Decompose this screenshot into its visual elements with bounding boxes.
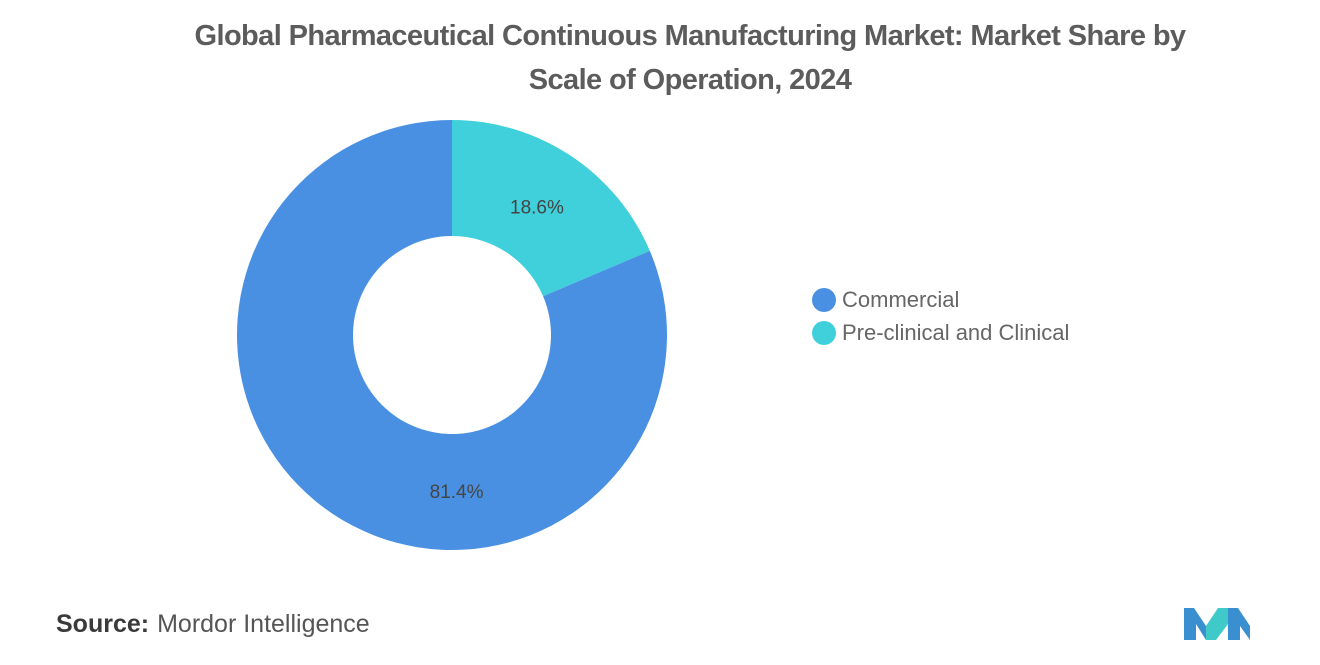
donut-slice-commercial [237, 120, 667, 550]
source-label: Source: [56, 610, 150, 638]
logo-shape-right [1228, 608, 1250, 640]
legend-label-pre-clinical: Pre-clinical and Clinical [842, 319, 1070, 345]
mordor-intelligence-logo-icon [1184, 608, 1250, 640]
legend-item-pre-clinical: Pre-clinical and Clinical [812, 316, 1069, 349]
logo-shape-middle [1206, 608, 1228, 640]
legend-swatch-pre-clinical [812, 320, 836, 345]
chart-title: Global Pharmaceutical Continuous Manufac… [60, 14, 1320, 102]
source-value: Mordor Intelligence [157, 610, 370, 638]
donut-slice-pre-clinical [452, 120, 650, 297]
chart-title-line-1: Global Pharmaceutical Continuous Manufac… [194, 20, 1187, 52]
data-label-pre-clinical: 18.6% [510, 198, 564, 219]
logo-shape-left [1184, 608, 1206, 640]
source-credit: Source: Mordor Intelligence [56, 610, 370, 639]
chart-title-line-2: Scale of Operation, 2024 [528, 64, 852, 96]
legend-swatch-commercial [812, 287, 836, 312]
data-label-commercial: 81.4% [430, 482, 484, 503]
legend-label-commercial: Commercial [842, 286, 960, 312]
chart-legend: Commercial Pre-clinical and Clinical [812, 283, 1069, 349]
legend-item-commercial: Commercial [812, 283, 1069, 316]
